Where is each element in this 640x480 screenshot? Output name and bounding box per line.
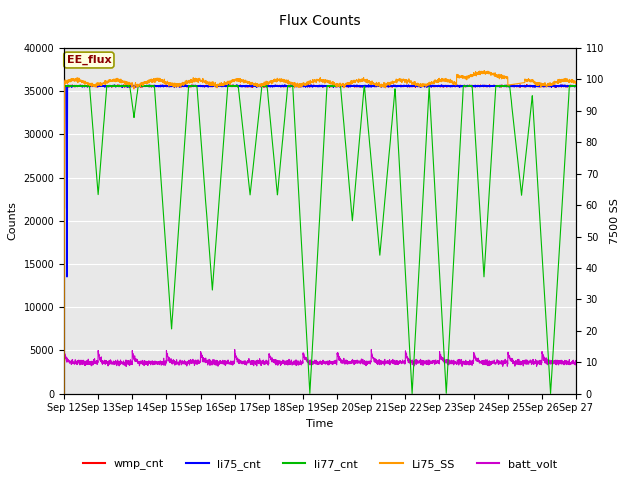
- Y-axis label: 7500 SS: 7500 SS: [610, 198, 620, 244]
- X-axis label: Time: Time: [307, 419, 333, 429]
- Y-axis label: Counts: Counts: [8, 202, 18, 240]
- Text: EE_flux: EE_flux: [67, 55, 111, 65]
- Text: Flux Counts: Flux Counts: [279, 14, 361, 28]
- Legend: wmp_cnt, li75_cnt, li77_cnt, Li75_SS, batt_volt: wmp_cnt, li75_cnt, li77_cnt, Li75_SS, ba…: [78, 455, 562, 474]
